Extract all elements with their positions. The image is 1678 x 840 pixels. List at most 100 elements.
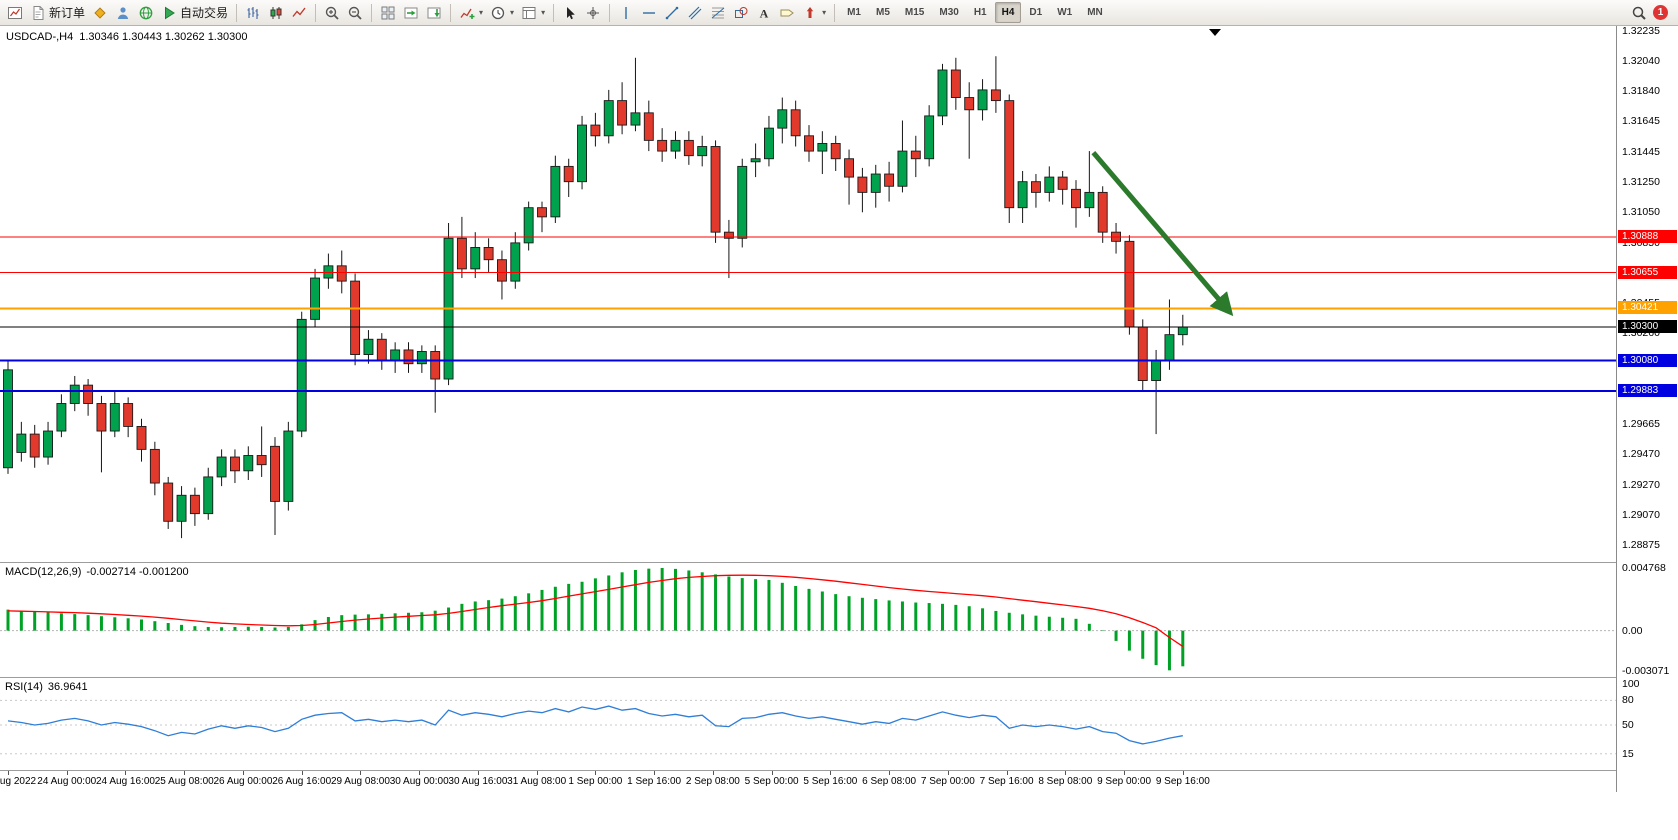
- horizontal-line-button[interactable]: [638, 2, 660, 24]
- time-axis-tick: [301, 771, 303, 775]
- periods-button[interactable]: ▾: [487, 2, 517, 24]
- time-axis-tick: [1124, 771, 1126, 775]
- new-order-button[interactable]: 新订单: [27, 2, 88, 24]
- timeframe-m15-button[interactable]: M15: [904, 7, 925, 18]
- panel-splitter[interactable]: [0, 770, 1678, 771]
- macd-signal-line: [7, 574, 1184, 647]
- price-axis-tick: 1.29665: [1622, 418, 1660, 431]
- timeframe-m5-button[interactable]: M5: [876, 7, 890, 18]
- macd-panel[interactable]: [0, 563, 1616, 677]
- candlestick-chart-button[interactable]: [265, 2, 287, 24]
- shapes-button-icon: [735, 6, 748, 18]
- rsi-axis-tick: 15: [1622, 747, 1634, 760]
- chart-shift-button[interactable]: [423, 2, 445, 24]
- time-axis-label: 9 Sep 00:00: [1097, 776, 1152, 787]
- timeframe-m30-button[interactable]: M30: [939, 7, 959, 18]
- auto-trading-button[interactable]: 自动交易: [158, 2, 231, 24]
- rsi-panel[interactable]: [0, 678, 1616, 770]
- mql5-community-button[interactable]: [89, 2, 111, 24]
- bar-chart-button-icon: [247, 6, 259, 19]
- text-label-button-icon: [780, 9, 794, 16]
- timeframe-h4-button[interactable]: H4: [994, 2, 1022, 23]
- equidistant-channel-button[interactable]: [684, 2, 706, 24]
- rsi-indicator-label: RSI(14) 36.9641: [5, 681, 88, 693]
- symbol-info: USDCAD-,H4 1.30346 1.30443 1.30262 1.3030…: [6, 31, 247, 43]
- notification-badge[interactable]: 1: [1653, 5, 1668, 20]
- toolbar-separator: [371, 3, 373, 22]
- cursor-button[interactable]: [559, 2, 581, 24]
- timeframe-d1-button[interactable]: D1: [1029, 7, 1043, 18]
- panel-splitter[interactable]: [0, 562, 1678, 563]
- fibonacci-button-icon: [711, 7, 725, 18]
- market-button[interactable]: [135, 2, 157, 24]
- indicators-button-dropdown-arrow: ▾: [479, 8, 484, 17]
- time-axis-tick: [1065, 771, 1067, 775]
- text-label-button[interactable]: [776, 2, 798, 24]
- toolbar-separator: [236, 3, 238, 22]
- zoom-out-button[interactable]: [344, 2, 366, 24]
- toolbar-separator: [450, 3, 452, 22]
- time-axis-label: 24 Aug 16:00: [95, 776, 155, 787]
- timeframe-mn-button[interactable]: MN: [1087, 7, 1103, 18]
- shapes-button[interactable]: [730, 2, 752, 24]
- price-axis-tick: 1.28875: [1622, 539, 1660, 551]
- price-axis-tick: 1.32235: [1622, 25, 1660, 37]
- macd-values: -0.002714 -0.001200: [86, 566, 189, 578]
- fibonacci-button[interactable]: [707, 2, 729, 24]
- price-badge-1.30655[interactable]: 1.30655: [1618, 265, 1677, 279]
- search-icon: [1632, 6, 1646, 20]
- new-chart-button-icon: [8, 6, 22, 19]
- time-axis-tick: [771, 771, 773, 775]
- time-axis-label: 1 Sep 00:00: [568, 776, 623, 787]
- line-chart-button-icon: [292, 7, 306, 17]
- price-badge-1.30421[interactable]: 1.30421: [1618, 301, 1677, 315]
- rsi-value: 36.9641: [47, 681, 88, 693]
- auto-scroll-button[interactable]: [400, 2, 422, 24]
- candlestick-chart[interactable]: [0, 26, 1616, 562]
- templates-button[interactable]: ▾: [518, 2, 548, 24]
- arrows-button[interactable]: ▾: [799, 2, 829, 24]
- main-toolbar: 新订单 自动交易 ▾ ▾ ▾ A ▾ M1 M5 M15 M30 H1 H4 D1 W1 MN 1: [0, 0, 1678, 26]
- user-profile-button[interactable]: [112, 2, 134, 24]
- price-axis-tick: 1.32040: [1622, 54, 1660, 67]
- time-axis-label: 26 Aug 00:00: [213, 776, 273, 787]
- rsi-axis-tick: 50: [1622, 719, 1634, 731]
- panel-splitter[interactable]: [0, 677, 1678, 678]
- search-button[interactable]: [1628, 2, 1650, 24]
- mql5-community-button-icon: [94, 6, 106, 19]
- crosshair-button[interactable]: [582, 2, 604, 24]
- periods-button-dropdown-arrow: ▾: [510, 8, 515, 17]
- user-profile-button-icon: [117, 6, 129, 19]
- indicators-button[interactable]: ▾: [456, 2, 486, 24]
- time-axis-label: 30 Aug 16:00: [448, 776, 508, 787]
- vertical-line-button[interactable]: [615, 2, 637, 24]
- candlestick-chart-button-icon: [270, 6, 282, 19]
- timeframe-m1-button[interactable]: M1: [847, 7, 861, 18]
- trendline-button[interactable]: [661, 2, 683, 24]
- bar-chart-button[interactable]: [242, 2, 264, 24]
- line-chart-button[interactable]: [288, 2, 310, 24]
- price-badge-1.29883[interactable]: 1.29883: [1618, 383, 1677, 397]
- rsi-line: [7, 705, 1183, 745]
- time-axis-tick: [1182, 771, 1184, 775]
- tile-windows-button[interactable]: [377, 2, 399, 24]
- chart-shift-marker[interactable]: [1209, 29, 1221, 36]
- price-badge-1.30888[interactable]: 1.30888: [1618, 230, 1677, 244]
- timeframe-h1-button[interactable]: H1: [973, 7, 987, 18]
- zoom-in-button[interactable]: [321, 2, 343, 24]
- price-axis-tick: 1.29270: [1622, 478, 1660, 491]
- trend-arrow-annotation[interactable]: [1091, 150, 1234, 317]
- templates-button-icon: [522, 6, 536, 19]
- auto-trading-button-label: 自动交易: [180, 6, 229, 20]
- equidistant-channel-button-icon: [688, 6, 702, 19]
- new-chart-button[interactable]: [4, 2, 26, 24]
- price-axis-tick: 1.29070: [1622, 509, 1660, 522]
- price-badge-1.30080[interactable]: 1.30080: [1618, 353, 1677, 367]
- price-axis[interactable]: 1.32235 1.32040 1.31840 1.31645 1.31445 1.312…: [1616, 25, 1678, 792]
- text-button-icon: A: [760, 6, 769, 20]
- time-axis-label: 5 Sep 16:00: [803, 776, 858, 787]
- text-button[interactable]: A: [753, 2, 775, 24]
- timeframe-w1-button[interactable]: W1: [1057, 7, 1073, 18]
- price-badge-1.30300[interactable]: 1.30300: [1618, 320, 1677, 333]
